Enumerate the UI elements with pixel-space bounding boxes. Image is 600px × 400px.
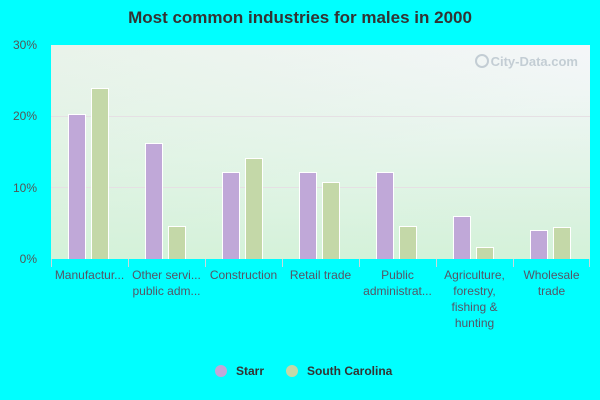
- x-tick: [589, 259, 590, 267]
- x-axis: [51, 259, 590, 267]
- x-label: Public administrat...: [363, 268, 432, 298]
- x-label: Agriculture, forestry, fishing & hunting: [444, 268, 505, 330]
- x-tick: [205, 259, 206, 267]
- bar-south-carolina[interactable]: [245, 158, 263, 259]
- bar-starr[interactable]: [376, 172, 394, 259]
- chart-title: Most common industries for males in 2000: [128, 8, 472, 27]
- x-tick: [359, 259, 360, 267]
- legend-label-starr: Starr: [236, 364, 265, 378]
- bar-starr[interactable]: [145, 143, 163, 259]
- bar-south-carolina[interactable]: [399, 226, 417, 259]
- bar-south-carolina[interactable]: [553, 227, 571, 259]
- x-label: Manufactur...: [54, 268, 125, 282]
- x-label: Other servi... public adm...: [132, 268, 201, 298]
- x-tick: [282, 259, 283, 267]
- watermark: City-Data.com: [474, 54, 578, 69]
- y-tick-0: 0%: [19, 252, 37, 266]
- bar-south-carolina[interactable]: [322, 182, 340, 259]
- bar-south-carolina[interactable]: [91, 88, 109, 259]
- x-tick: [513, 259, 514, 267]
- bar-south-carolina[interactable]: [476, 247, 494, 259]
- x-tick: [436, 259, 437, 267]
- legend-dot-south-carolina: [286, 365, 298, 377]
- legend-item-south-carolina[interactable]: South Carolina: [286, 364, 392, 378]
- plot-area: City-Data.com: [51, 45, 590, 259]
- x-label: Wholesale trade: [523, 268, 580, 298]
- x-tick: [51, 259, 52, 267]
- bar-starr[interactable]: [530, 230, 548, 259]
- gridline-20: [51, 116, 590, 117]
- legend-item-starr[interactable]: Starr: [215, 364, 264, 378]
- y-tick-20: 20%: [12, 109, 37, 123]
- bar-starr[interactable]: [222, 172, 240, 259]
- legend-dot-starr: [215, 365, 227, 377]
- magnifier-icon: [474, 54, 489, 68]
- y-tick-30: 30%: [12, 38, 37, 52]
- x-label: Construction: [209, 268, 278, 282]
- bar-starr[interactable]: [453, 216, 471, 259]
- y-tick-10: 10%: [12, 181, 37, 195]
- legend-label-south-carolina: South Carolina: [307, 364, 393, 378]
- gridline-10: [51, 187, 590, 188]
- bar-starr[interactable]: [299, 172, 317, 259]
- x-label: Retail trade: [289, 268, 352, 282]
- x-tick: [128, 259, 129, 267]
- bar-south-carolina[interactable]: [168, 226, 186, 259]
- bar-starr[interactable]: [68, 114, 86, 259]
